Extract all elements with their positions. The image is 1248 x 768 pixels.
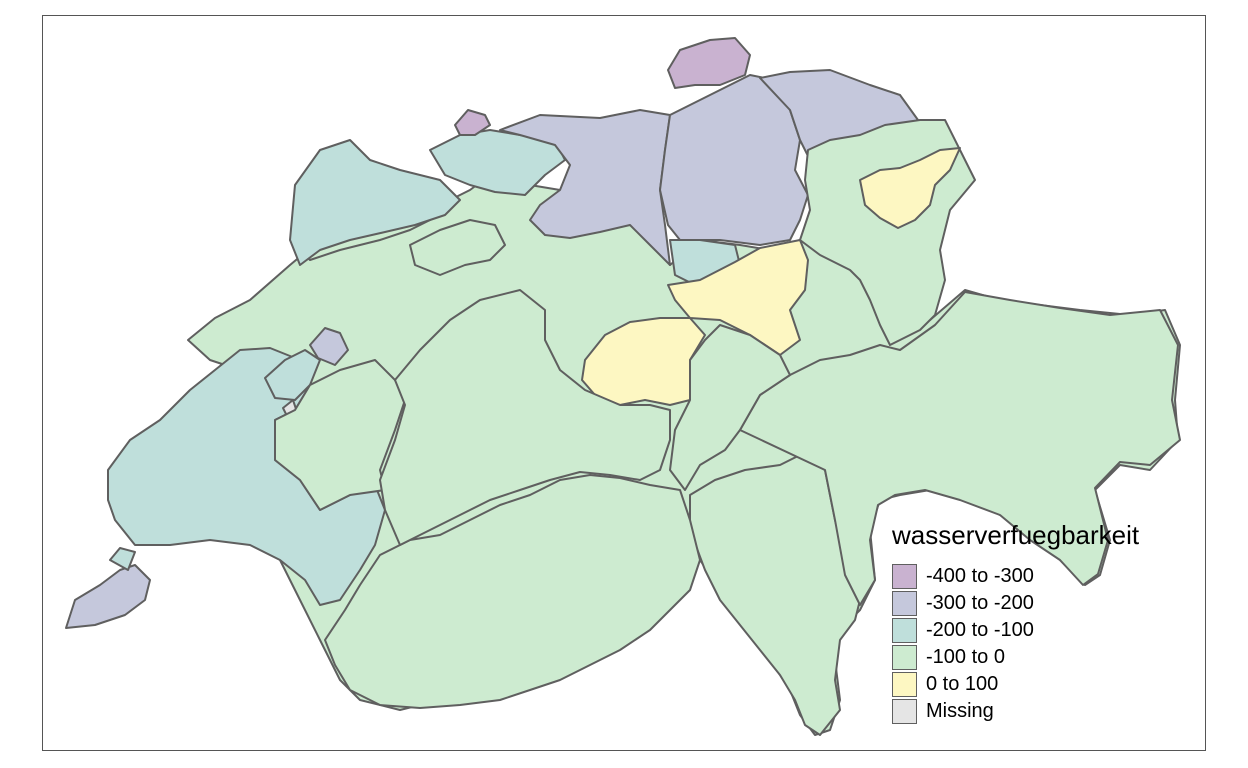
legend-label: -100 to 0 bbox=[926, 646, 1005, 668]
legend-swatch bbox=[892, 591, 917, 616]
region-fribourg[interactable] bbox=[274, 359, 406, 511]
legend-swatch bbox=[892, 564, 917, 589]
legend-item: -200 to -100 bbox=[892, 617, 1192, 644]
legend-items: -400 to -300 -300 to -200 -200 to -100 -100… bbox=[892, 563, 1192, 725]
region-schaffhausen[interactable] bbox=[667, 37, 751, 89]
legend-label: -300 to -200 bbox=[926, 592, 1034, 614]
region-north-aargau[interactable] bbox=[499, 109, 671, 266]
legend: wasserverfuegbarkeit -400 to -300 -300 to… bbox=[892, 520, 1192, 725]
legend-swatch bbox=[892, 672, 917, 697]
region-geneva-link[interactable] bbox=[109, 547, 136, 571]
legend-item: 0 to 100 bbox=[892, 671, 1192, 698]
legend-label: -400 to -300 bbox=[926, 565, 1034, 587]
legend-swatch bbox=[892, 645, 917, 670]
region-ticino[interactable] bbox=[689, 454, 861, 736]
legend-label: -200 to -100 bbox=[926, 619, 1034, 641]
legend-swatch bbox=[892, 618, 917, 643]
region-valais[interactable] bbox=[324, 474, 701, 709]
region-uri[interactable] bbox=[669, 324, 791, 491]
region-appenzell[interactable] bbox=[859, 147, 961, 229]
legend-label: Missing bbox=[926, 700, 994, 722]
region-neuchatel[interactable] bbox=[264, 349, 321, 401]
region-graubuenden[interactable] bbox=[739, 291, 1181, 606]
region-bielersee[interactable] bbox=[309, 327, 349, 366]
legend-item: -300 to -200 bbox=[892, 590, 1192, 617]
legend-item: -100 to 0 bbox=[892, 644, 1192, 671]
region-basel-area[interactable] bbox=[429, 129, 566, 196]
legend-label: 0 to 100 bbox=[926, 673, 999, 695]
region-geneva[interactable] bbox=[65, 564, 151, 629]
region-bern[interactable] bbox=[379, 289, 671, 546]
legend-item: -400 to -300 bbox=[892, 563, 1192, 590]
region-zurich[interactable] bbox=[659, 74, 809, 246]
region-northwest[interactable] bbox=[289, 139, 461, 266]
legend-title: wasserverfuegbarkeit bbox=[892, 520, 1140, 550]
legend-item: Missing bbox=[892, 698, 1192, 725]
region-basel-city[interactable] bbox=[454, 109, 491, 136]
legend-swatch bbox=[892, 699, 917, 724]
region-solothurn[interactable] bbox=[409, 219, 506, 276]
region-schwyz[interactable] bbox=[667, 239, 809, 356]
